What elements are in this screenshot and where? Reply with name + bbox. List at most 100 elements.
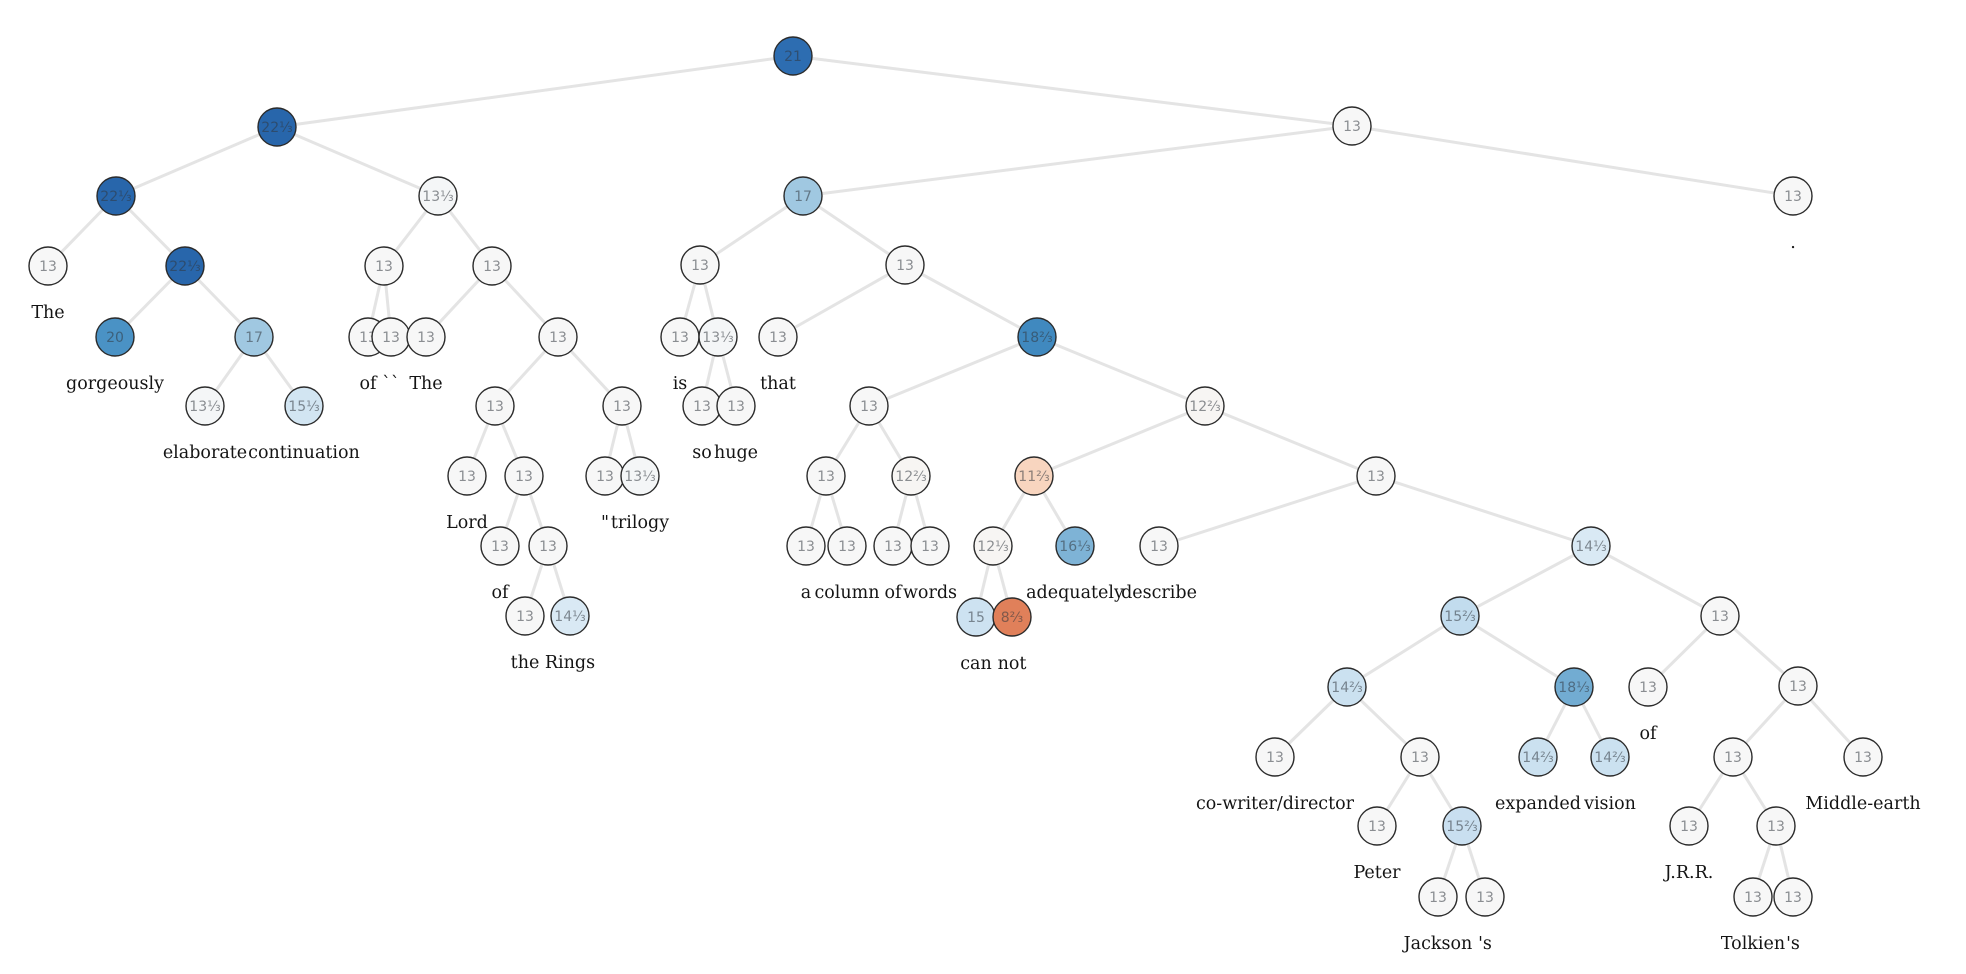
tree-node-circle[interactable] xyxy=(1465,877,1505,917)
tree-node[interactable]: 13 xyxy=(786,526,826,566)
tree-node[interactable]: 13 xyxy=(364,246,404,286)
tree-node-circle[interactable] xyxy=(165,246,205,286)
tree-node-circle[interactable] xyxy=(284,386,324,426)
tree-node[interactable]: 12⅔ xyxy=(891,456,931,496)
tree-node[interactable]: 13 xyxy=(1332,106,1372,146)
tree-node[interactable]: 13 xyxy=(849,386,889,426)
tree-node-circle[interactable] xyxy=(660,317,700,357)
tree-node-circle[interactable] xyxy=(475,386,515,426)
tree-node-circle[interactable] xyxy=(1773,176,1813,216)
tree-node-circle[interactable] xyxy=(1440,596,1480,636)
tree-node-circle[interactable] xyxy=(1255,737,1295,777)
tree-node[interactable]: 13 xyxy=(1669,806,1709,846)
tree-node[interactable]: 13 xyxy=(505,596,545,636)
tree-node-circle[interactable] xyxy=(716,386,756,426)
tree-node[interactable]: 13 xyxy=(602,386,642,426)
tree-node-circle[interactable] xyxy=(1014,456,1054,496)
tree-node[interactable]: 13 xyxy=(528,526,568,566)
tree-node-circle[interactable] xyxy=(28,246,68,286)
tree-node[interactable]: 13 xyxy=(716,386,756,426)
tree-node[interactable]: 13 xyxy=(758,317,798,357)
tree-node-circle[interactable] xyxy=(873,526,913,566)
tree-node-circle[interactable] xyxy=(1669,806,1709,846)
tree-node[interactable]: 14⅔ xyxy=(1590,737,1630,777)
tree-node[interactable]: 13 xyxy=(1778,666,1818,706)
tree-node[interactable]: 22⅓ xyxy=(165,246,205,286)
tree-node[interactable]: 13 xyxy=(538,317,578,357)
tree-node[interactable]: 17 xyxy=(783,176,823,216)
tree-node-circle[interactable] xyxy=(1773,877,1813,917)
tree-node[interactable]: 15 xyxy=(956,597,996,637)
tree-node-circle[interactable] xyxy=(504,456,544,496)
tree-node[interactable]: 14⅔ xyxy=(1518,737,1558,777)
tree-node-circle[interactable] xyxy=(1733,877,1773,917)
tree-node-circle[interactable] xyxy=(1628,667,1668,707)
tree-node-circle[interactable] xyxy=(1055,526,1095,566)
tree-node-circle[interactable] xyxy=(1017,317,1057,357)
tree-node-circle[interactable] xyxy=(418,176,458,216)
tree-node-circle[interactable] xyxy=(783,176,823,216)
tree-node-circle[interactable] xyxy=(1713,737,1753,777)
tree-node[interactable]: 18⅓ xyxy=(1554,667,1594,707)
tree-node[interactable]: 20 xyxy=(95,317,135,357)
tree-node-circle[interactable] xyxy=(472,246,512,286)
tree-node[interactable]: 13 xyxy=(680,245,720,285)
tree-node-circle[interactable] xyxy=(973,526,1013,566)
tree-node-circle[interactable] xyxy=(1327,667,1367,707)
tree-node[interactable]: 13 xyxy=(1357,806,1397,846)
tree-node[interactable]: 13⅓ xyxy=(418,176,458,216)
tree-node[interactable]: 22⅓ xyxy=(96,176,136,216)
tree-node[interactable]: 13 xyxy=(873,526,913,566)
tree-node[interactable]: 13 xyxy=(1628,667,1668,707)
tree-node-circle[interactable] xyxy=(95,317,135,357)
tree-node[interactable]: 13 xyxy=(1700,596,1740,636)
tree-node[interactable]: 13 xyxy=(1356,456,1396,496)
tree-node[interactable]: 13 xyxy=(1139,526,1179,566)
tree-node[interactable]: 22⅓ xyxy=(257,107,297,147)
tree-node[interactable]: 14⅔ xyxy=(1327,667,1367,707)
tree-node-circle[interactable] xyxy=(1357,806,1397,846)
tree-node-circle[interactable] xyxy=(849,386,889,426)
tree-node-circle[interactable] xyxy=(1756,806,1796,846)
tree-node[interactable]: 13 xyxy=(1773,877,1813,917)
tree-node[interactable]: 13 xyxy=(660,317,700,357)
tree-node[interactable]: 16⅓ xyxy=(1055,526,1095,566)
tree-node-circle[interactable] xyxy=(680,245,720,285)
tree-node-circle[interactable] xyxy=(1185,386,1225,426)
tree-node[interactable]: 13 xyxy=(910,526,950,566)
tree-node-circle[interactable] xyxy=(786,526,826,566)
tree-node[interactable]: 13 xyxy=(585,456,625,496)
tree-node[interactable]: 14⅓ xyxy=(550,596,590,636)
tree-node-circle[interactable] xyxy=(538,317,578,357)
tree-node[interactable]: 13 xyxy=(472,246,512,286)
tree-node[interactable]: 15⅔ xyxy=(1440,596,1480,636)
tree-node-circle[interactable] xyxy=(447,456,487,496)
tree-node[interactable]: 14⅓ xyxy=(1571,526,1611,566)
tree-node-circle[interactable] xyxy=(1518,737,1558,777)
tree-node[interactable]: 18⅔ xyxy=(1017,317,1057,357)
tree-node[interactable]: 8⅔ xyxy=(992,597,1032,637)
tree-node-circle[interactable] xyxy=(698,317,738,357)
tree-node[interactable]: 17 xyxy=(234,317,274,357)
tree-node[interactable]: 13 xyxy=(885,245,925,285)
tree-node-circle[interactable] xyxy=(185,386,225,426)
tree-node[interactable]: 13 xyxy=(1756,806,1796,846)
tree-node-circle[interactable] xyxy=(1554,667,1594,707)
tree-node-circle[interactable] xyxy=(96,176,136,216)
tree-node[interactable]: 13 xyxy=(1465,877,1505,917)
tree-node[interactable]: 13 xyxy=(806,456,846,496)
tree-node[interactable]: 13 xyxy=(1418,877,1458,917)
tree-node-circle[interactable] xyxy=(1332,106,1372,146)
tree-node[interactable]: 13 xyxy=(682,386,722,426)
tree-node-circle[interactable] xyxy=(1843,737,1883,777)
tree-node-circle[interactable] xyxy=(1571,526,1611,566)
tree-node[interactable]: 13 xyxy=(475,386,515,426)
tree-node-circle[interactable] xyxy=(585,456,625,496)
tree-node[interactable]: 12⅔ xyxy=(1185,386,1225,426)
tree-node-circle[interactable] xyxy=(1442,806,1482,846)
tree-node[interactable]: 13 xyxy=(1773,176,1813,216)
tree-node-circle[interactable] xyxy=(682,386,722,426)
tree-node-circle[interactable] xyxy=(1590,737,1630,777)
tree-node-circle[interactable] xyxy=(406,317,446,357)
tree-node[interactable]: 13 xyxy=(1733,877,1773,917)
